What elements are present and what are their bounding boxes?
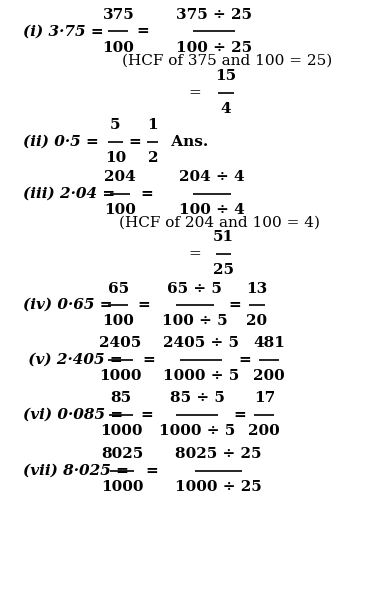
Text: 8025: 8025 (101, 447, 143, 461)
Text: 13: 13 (246, 281, 267, 296)
Text: =: = (188, 247, 201, 261)
Text: (vii) 8·025 =: (vii) 8·025 = (23, 464, 129, 478)
Text: 8025 ÷ 25: 8025 ÷ 25 (175, 447, 262, 461)
Text: (i) 3·75 =: (i) 3·75 = (23, 24, 104, 38)
Text: =: = (141, 186, 154, 201)
Text: 100 ÷ 5: 100 ÷ 5 (162, 314, 228, 329)
Text: 100 ÷ 4: 100 ÷ 4 (179, 203, 245, 217)
Text: 5: 5 (110, 118, 121, 132)
Text: (ii) 0·5 =: (ii) 0·5 = (23, 135, 99, 149)
Text: 100: 100 (102, 314, 134, 329)
Text: =: = (228, 298, 241, 312)
Text: 1000: 1000 (100, 424, 142, 438)
Text: =: = (137, 298, 150, 312)
Text: 204 ÷ 4: 204 ÷ 4 (179, 170, 245, 184)
Text: (vi) 0·085 =: (vi) 0·085 = (23, 408, 123, 422)
Text: 2405: 2405 (99, 336, 141, 350)
Text: 10: 10 (105, 151, 126, 165)
Text: 85 ÷ 5: 85 ÷ 5 (170, 391, 225, 405)
Text: 2: 2 (147, 151, 158, 165)
Text: (HCF of 204 and 100 = 4): (HCF of 204 and 100 = 4) (119, 216, 320, 230)
Text: =: = (146, 464, 159, 478)
Text: (v) 2·405 =: (v) 2·405 = (23, 353, 123, 367)
Text: 1000 ÷ 5: 1000 ÷ 5 (163, 369, 240, 384)
Text: 25: 25 (213, 263, 234, 277)
Text: =: = (128, 135, 141, 149)
Text: 481: 481 (253, 336, 285, 350)
Text: 2405 ÷ 5: 2405 ÷ 5 (163, 336, 239, 350)
Text: 4: 4 (221, 102, 231, 116)
Text: 1000 ÷ 25: 1000 ÷ 25 (175, 480, 262, 494)
Text: (HCF of 375 and 100 = 25): (HCF of 375 and 100 = 25) (122, 54, 332, 68)
Text: 1000: 1000 (101, 480, 144, 494)
Text: =: = (188, 86, 201, 100)
Text: 100: 100 (102, 41, 134, 55)
Text: =: = (141, 408, 154, 422)
Text: Ans.: Ans. (166, 135, 209, 149)
Text: 204: 204 (104, 170, 136, 184)
Text: (iv) 0·65 =: (iv) 0·65 = (23, 298, 112, 312)
Text: 1000 ÷ 5: 1000 ÷ 5 (159, 424, 235, 438)
Text: (iii) 2·04 =: (iii) 2·04 = (23, 186, 115, 201)
Text: 100: 100 (104, 203, 136, 217)
Text: =: = (137, 24, 150, 38)
Text: 1000: 1000 (99, 369, 142, 384)
Text: 17: 17 (254, 391, 275, 405)
Text: 20: 20 (246, 314, 267, 329)
Text: 51: 51 (213, 230, 234, 244)
Text: 375: 375 (102, 8, 134, 22)
Text: 200: 200 (253, 369, 285, 384)
Text: 200: 200 (248, 424, 280, 438)
Text: 65 ÷ 5: 65 ÷ 5 (167, 281, 222, 296)
Text: 65: 65 (108, 281, 129, 296)
Text: 85: 85 (110, 391, 132, 405)
Text: 15: 15 (215, 69, 237, 83)
Text: 1: 1 (147, 118, 158, 132)
Text: 375 ÷ 25: 375 ÷ 25 (176, 8, 252, 22)
Text: =: = (233, 408, 246, 422)
Text: 100 ÷ 25: 100 ÷ 25 (176, 41, 252, 55)
Text: =: = (142, 353, 155, 367)
Text: =: = (238, 353, 251, 367)
